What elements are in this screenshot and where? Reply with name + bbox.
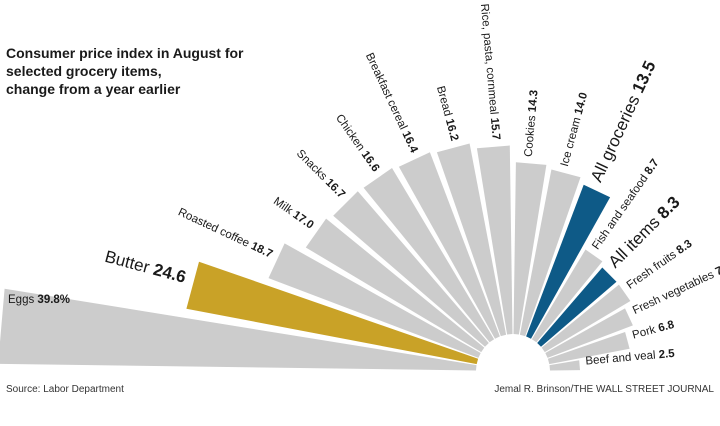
label-value-chicken: 16.6 [359, 149, 382, 174]
label-value-rice-pasta-cornmeal: 15.7 [488, 117, 502, 140]
label-name-bread: Bread [434, 85, 454, 121]
label-milk: Milk 17.0 [271, 195, 316, 231]
label-value-ice-cream: 14.0 [573, 91, 590, 116]
bar-breakfast-cereal [398, 152, 500, 339]
label-value-milk: 17.0 [290, 209, 315, 232]
label-name-snacks: Snacks [294, 148, 331, 185]
bar-butter [186, 261, 479, 365]
label-roasted-coffee: Roasted coffee 18.7 [176, 206, 274, 260]
label-cookies: Cookies 14.3 [523, 89, 541, 157]
bar-rice-pasta-cornmeal [476, 145, 513, 335]
label-name-rice-pasta-cornmeal: Rice, pasta, cornmeal [478, 3, 500, 118]
bar-pork [547, 332, 630, 365]
label-pork: Pork 6.8 [631, 319, 676, 342]
title-line-2: selected grocery items, [6, 63, 162, 79]
label-ice-cream: Ice cream 14.0 [559, 91, 590, 168]
bar-fresh-fruits [541, 284, 631, 353]
label-name-eggs: Eggs [8, 294, 37, 306]
label-name-roasted-coffee: Roasted coffee [176, 206, 254, 251]
label-value-butter: 24.6 [151, 260, 188, 287]
label-value-snacks: 16.7 [323, 177, 347, 201]
label-value-eggs: 39.8% [37, 294, 70, 306]
label-value-breakfast-cereal: 16.4 [399, 129, 420, 155]
bar-fish-and-seafood [531, 249, 603, 343]
label-bread: Bread 16.2 [434, 85, 460, 142]
fan-hub [478, 336, 548, 406]
label-chicken: Chicken 16.6 [333, 112, 381, 174]
label-value-bread: 16.2 [443, 118, 460, 143]
bar-snacks [333, 191, 489, 347]
label-name-cookies: Cookies [523, 112, 539, 158]
bar-cookies [513, 162, 547, 335]
label-value-cookies: 14.3 [527, 89, 541, 112]
bar-roasted-coffee [268, 243, 481, 358]
bar-beef-and-veal [549, 360, 580, 371]
source-note: Source: Labor Department [6, 384, 124, 395]
credit-note: Jemal R. Brinson/THE WALL STREET JOURNAL [494, 384, 714, 395]
chart-bars [0, 143, 633, 406]
bar-fresh-vegetables [545, 308, 633, 358]
label-snacks: Snacks 16.7 [294, 148, 347, 201]
label-name-all-groceries: All groceries [587, 88, 646, 185]
label-name-breakfast-cereal: Breakfast cereal [363, 51, 410, 134]
label-value-all-groceries: 13.5 [628, 58, 659, 96]
bar-eggs [0, 288, 477, 371]
bar-milk [305, 218, 485, 353]
bar-all-groceries [526, 184, 611, 339]
label-value-roasted-coffee: 18.7 [249, 240, 274, 260]
title-line-1: Consumer price index in August for [6, 45, 244, 61]
label-name-butter: Butter [103, 247, 156, 278]
label-value-beef-and-veal: 2.5 [658, 348, 676, 361]
bar-chicken [363, 168, 495, 343]
label-value-pork: 6.8 [657, 319, 676, 335]
label-rice-pasta-cornmeal: Rice, pasta, cornmeal 15.7 [478, 3, 502, 140]
bar-bread [436, 143, 507, 337]
label-name-ice-cream: Ice cream [559, 113, 584, 168]
label-breakfast-cereal: Breakfast cereal 16.4 [363, 51, 420, 155]
bar-all-items [537, 267, 617, 347]
label-value-fresh-vegetables: 7.6 [714, 261, 720, 279]
bar-ice-cream [519, 169, 581, 337]
title-line-3: change from a year earlier [6, 81, 181, 97]
label-butter: Butter 24.6 [103, 247, 188, 287]
label-name-pork: Pork [631, 323, 660, 342]
label-name-chicken: Chicken [333, 112, 368, 156]
label-eggs: Eggs 39.8% [8, 294, 70, 306]
chart-title: Consumer price index in August for selec… [6, 44, 346, 98]
